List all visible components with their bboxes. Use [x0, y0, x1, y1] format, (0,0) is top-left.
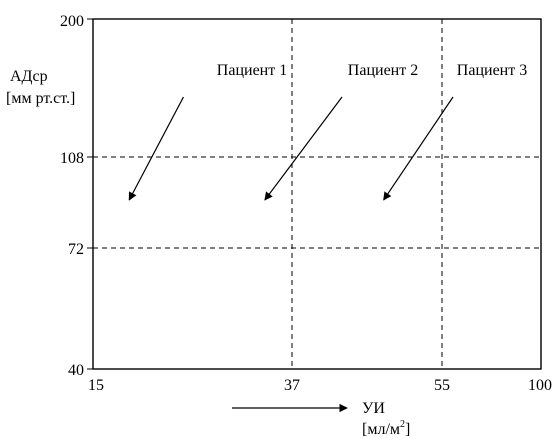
x-tick-label-100: 100	[528, 377, 552, 394]
y-tick-label-108: 108	[60, 150, 84, 167]
x-axis-unit-base: [мл/м	[362, 421, 400, 438]
plot-frame	[92, 18, 542, 370]
y-axis-label: АДср	[10, 68, 48, 85]
patient-3-label: Пациент 3	[457, 62, 527, 79]
patient-2-arrow	[264, 96, 343, 201]
x-axis-unit: [мл/м2]	[362, 419, 410, 438]
x-tick-label-15: 15	[88, 377, 104, 394]
y-axis-unit: [мм рт.ст.]	[6, 90, 75, 107]
x-tick-label-37: 37	[284, 377, 300, 394]
y-tick-label-200: 200	[60, 13, 84, 30]
patient-3-arrow	[383, 96, 454, 201]
x-axis-unit-superscript: 2	[400, 419, 405, 430]
x-tick-label-55: 55	[434, 377, 450, 394]
patient-1-arrow	[128, 96, 184, 201]
x-axis-label: УИ	[362, 400, 385, 417]
y-tick-label-40: 40	[68, 362, 84, 379]
patient-1-label: Пациент 1	[217, 62, 287, 79]
patient-2-label: Пациент 2	[348, 62, 418, 79]
x-axis-unit-end: ]	[405, 421, 410, 438]
y-tick-label-72: 72	[68, 241, 84, 258]
patient-arrows: Пациент 1 Пациент 2 Пациент 3	[128, 62, 527, 201]
